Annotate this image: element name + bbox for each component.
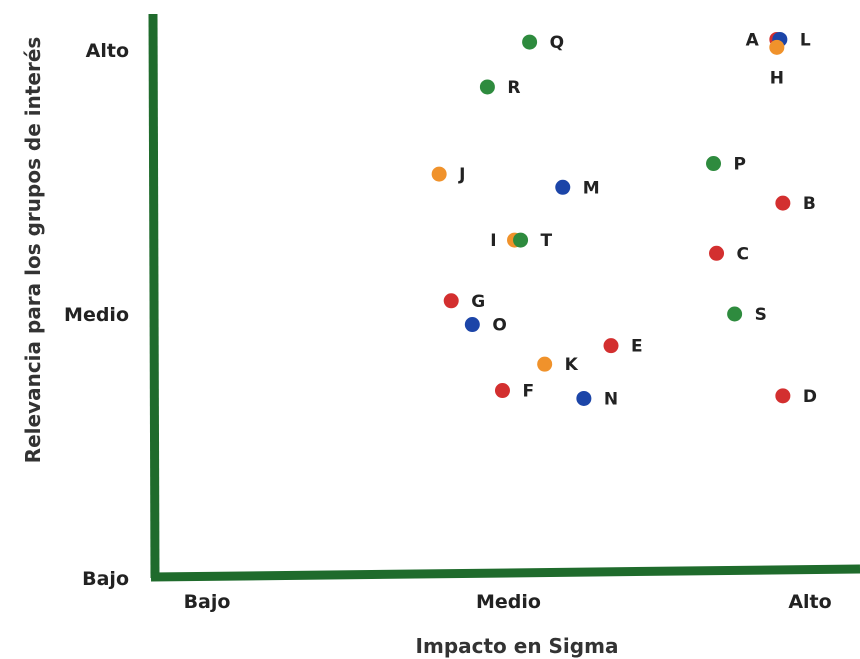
data-point-s [727,306,743,322]
data-point-label-k: K [565,355,579,375]
data-point-label-p: P [734,155,746,175]
data-point-o [464,317,480,333]
data-point-p [706,156,722,172]
data-point-label-b: B [803,194,816,214]
data-points: A LH Q R J M P B I T C GO S E K F N D [431,30,817,409]
data-point-r [479,79,495,95]
data-point-label-o: O [492,316,506,336]
x-tick-label: Bajo [184,591,231,613]
y-tick-labels: Bajo Medio Alto [64,40,129,590]
data-point-h [769,39,785,55]
data-point-label-a: A [746,30,760,50]
data-point-t [513,232,529,248]
data-point-label-f: F [522,382,534,402]
data-point-e [603,338,619,354]
data-point-q [522,34,538,50]
data-point-label-d: D [803,387,817,407]
x-tick-labels: Bajo Medio Alto [184,591,832,613]
data-point-k [537,356,553,372]
data-point-label-s: S [755,305,767,325]
data-point-label-i: I [490,231,496,251]
data-point-label-l: L [800,30,811,50]
x-tick-label: Medio [476,591,541,613]
data-point-label-h: H [770,68,784,88]
data-point-label-q: Q [550,33,564,53]
y-tick-label: Bajo [82,568,129,590]
data-point-label-g: G [471,292,485,312]
data-point-label-n: N [604,389,618,409]
y-tick-label: Alto [86,40,129,62]
data-point-f [494,383,510,399]
data-point-label-c: C [737,244,749,264]
data-point-m [555,179,571,195]
data-point-label-m: M [583,178,600,198]
y-axis-title: Relevancia para los grupos de interés [21,37,45,464]
data-point-c [709,245,725,261]
y-axis-line [148,13,160,579]
x-axis-line [150,564,860,582]
data-point-d [775,388,791,404]
data-point-label-r: R [507,78,520,98]
data-point-j [431,166,447,182]
x-tick-label: Alto [788,591,831,613]
data-point-label-e: E [631,337,643,357]
data-point-label-j: J [458,165,465,185]
data-point-g [443,293,459,309]
data-point-b [775,195,791,211]
data-point-label-t: T [541,231,553,251]
x-axis-title: Impacto en Sigma [416,634,619,658]
data-point-n [576,390,592,406]
y-tick-label: Medio [64,304,129,326]
